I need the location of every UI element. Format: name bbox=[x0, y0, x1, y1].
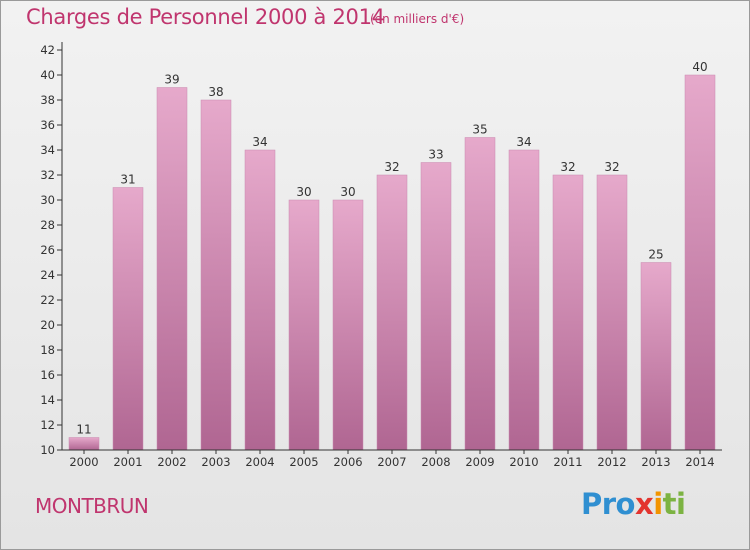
bar bbox=[640, 262, 672, 451]
bar bbox=[596, 174, 628, 451]
data-label: 32 bbox=[384, 160, 399, 174]
y-tick-label: 12 bbox=[40, 418, 55, 432]
bar bbox=[288, 199, 320, 451]
x-tick-label: 2012 bbox=[597, 455, 626, 469]
bar bbox=[420, 162, 452, 451]
data-label: 30 bbox=[296, 185, 311, 199]
x-tick-label: 2003 bbox=[201, 455, 230, 469]
data-label: 31 bbox=[120, 173, 135, 187]
bar bbox=[68, 437, 100, 451]
y-tick-label: 38 bbox=[40, 93, 55, 107]
data-label: 32 bbox=[560, 160, 575, 174]
logo-part-1: Pro bbox=[581, 487, 635, 521]
chart-subtitle: (en milliers d'€) bbox=[370, 12, 465, 26]
data-label: 30 bbox=[340, 185, 355, 199]
y-tick-label: 42 bbox=[40, 43, 55, 57]
x-tick-label: 2004 bbox=[245, 455, 274, 469]
y-tick-label: 32 bbox=[40, 168, 55, 182]
data-label: 40 bbox=[692, 60, 707, 74]
x-tick-label: 2005 bbox=[289, 455, 318, 469]
data-label: 32 bbox=[604, 160, 619, 174]
y-tick-label: 30 bbox=[40, 193, 55, 207]
x-tick-label: 2008 bbox=[421, 455, 450, 469]
y-tick-label: 18 bbox=[40, 343, 55, 357]
y-tick-label: 24 bbox=[40, 268, 55, 282]
data-label: 25 bbox=[648, 248, 663, 262]
y-tick-label: 28 bbox=[40, 218, 55, 232]
x-tick-label: 2000 bbox=[69, 455, 98, 469]
data-label: 34 bbox=[516, 135, 531, 149]
data-label: 34 bbox=[252, 135, 267, 149]
bar bbox=[464, 137, 496, 451]
y-tick-label: 34 bbox=[40, 143, 55, 157]
y-tick-label: 20 bbox=[40, 318, 55, 332]
bar bbox=[552, 174, 584, 451]
data-label: 38 bbox=[208, 85, 223, 99]
bar bbox=[200, 99, 232, 451]
bars: 11 31 39 38 34 30 30 32 33 35 34 32 32 25 40 bbox=[68, 60, 716, 451]
chart-title: Charges de Personnel 2000 à 2014 bbox=[26, 5, 385, 29]
x-tick-label: 2009 bbox=[465, 455, 494, 469]
y-tick-label: 36 bbox=[40, 118, 55, 132]
bar bbox=[156, 87, 188, 451]
x-tick-label: 2007 bbox=[377, 455, 406, 469]
data-label: 35 bbox=[472, 123, 487, 137]
logo-part-4: ti bbox=[662, 487, 686, 521]
x-tick-label: 2011 bbox=[553, 455, 582, 469]
proxiti-logo[interactable]: Proxiti bbox=[581, 487, 686, 521]
bar bbox=[376, 174, 408, 451]
bar bbox=[244, 149, 276, 451]
y-tick-label: 10 bbox=[40, 443, 55, 457]
y-tick-label: 26 bbox=[40, 243, 55, 257]
x-tick-label: 2006 bbox=[333, 455, 362, 469]
bar bbox=[112, 187, 144, 451]
y-tick-label: 16 bbox=[40, 368, 55, 382]
bar bbox=[508, 149, 540, 451]
bar bbox=[332, 199, 364, 451]
x-tick-label: 2002 bbox=[157, 455, 186, 469]
x-tick-label: 2001 bbox=[113, 455, 142, 469]
y-tick-label: 22 bbox=[40, 293, 55, 307]
data-label: 33 bbox=[428, 148, 443, 162]
y-tick-label: 14 bbox=[40, 393, 55, 407]
x-tick-label: 2014 bbox=[685, 455, 714, 469]
x-tick-label: 2013 bbox=[641, 455, 670, 469]
x-axis: 2000 2001 2002 2003 2004 2005 2006 2007 2008 2009… bbox=[62, 449, 722, 469]
x-tick-label: 2010 bbox=[509, 455, 538, 469]
place-name: MONTBRUN bbox=[35, 494, 149, 518]
y-tick-label: 40 bbox=[40, 68, 55, 82]
y-axis: 10 12 14 16 18 20 22 24 26 28 30 32 34 36 38 40 42 bbox=[40, 42, 63, 457]
logo-part-2: x bbox=[634, 487, 654, 521]
data-label: 11 bbox=[76, 423, 91, 437]
data-label: 39 bbox=[164, 73, 179, 87]
bar bbox=[684, 74, 716, 451]
logo-part-3: i bbox=[653, 487, 663, 521]
